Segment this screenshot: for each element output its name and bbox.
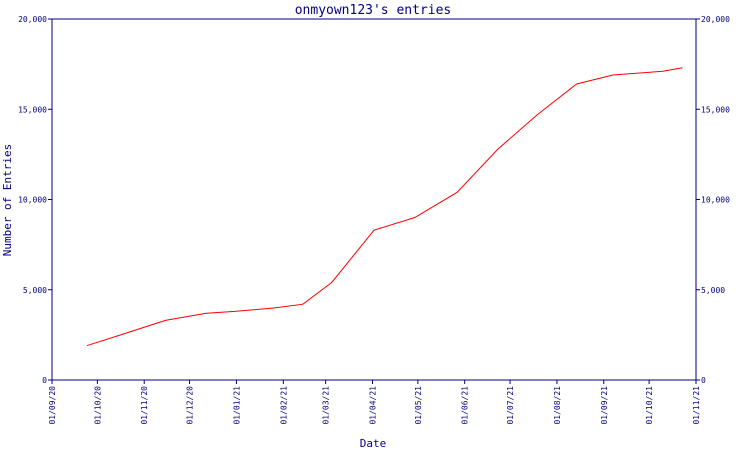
x-tick-label: 01/12/20: [186, 386, 195, 425]
x-axis-label: Date: [360, 437, 387, 450]
x-tick-label: 01/04/21: [368, 386, 377, 425]
y-tick-label: 5,000: [23, 286, 47, 295]
y-tick-label: 0: [42, 376, 47, 385]
y-tick-label-right: 5,000: [701, 286, 725, 295]
y-tick-label-right: 10,000: [701, 196, 730, 205]
y-tick-label: 10,000: [18, 196, 47, 205]
x-tick-label: 01/10/21: [645, 386, 654, 425]
x-tick-label: 01/02/21: [279, 386, 288, 425]
x-axis: 01/09/20 01/10/20 01/11/20 01/12/20 01/01/21…: [48, 380, 701, 425]
y-axis-right: 0 5,000 10,000 15,000 20,000: [696, 15, 730, 385]
y-axis-left: 0 5,000 10,000 15,000 20,000: [18, 15, 52, 385]
entries-series-line: [86, 67, 683, 347]
x-tick-label: 01/09/21: [600, 386, 609, 425]
x-tick-label: 01/08/21: [553, 386, 562, 425]
y-axis-label: Number of Entries: [1, 144, 14, 257]
x-tick-label: 01/03/21: [322, 386, 331, 425]
y-tick-label-right: 15,000: [701, 105, 730, 114]
y-tick-label: 15,000: [18, 105, 47, 114]
chart-title: onmyown123's entries: [295, 3, 452, 18]
x-tick-label: 01/01/21: [232, 386, 241, 425]
y-tick-label: 20,000: [18, 15, 47, 24]
y-tick-label-right: 20,000: [701, 15, 730, 24]
x-tick-label: 01/09/20: [48, 386, 57, 425]
x-tick-label: 01/05/21: [414, 386, 423, 425]
y-tick-label-right: 0: [701, 376, 706, 385]
x-tick-label: 01/07/21: [506, 386, 515, 425]
x-tick-label: 01/11/21: [692, 386, 701, 425]
x-tick-label: 01/10/20: [93, 386, 102, 425]
x-tick-label: 01/06/21: [461, 386, 470, 425]
x-tick-label: 01/11/20: [140, 386, 149, 425]
